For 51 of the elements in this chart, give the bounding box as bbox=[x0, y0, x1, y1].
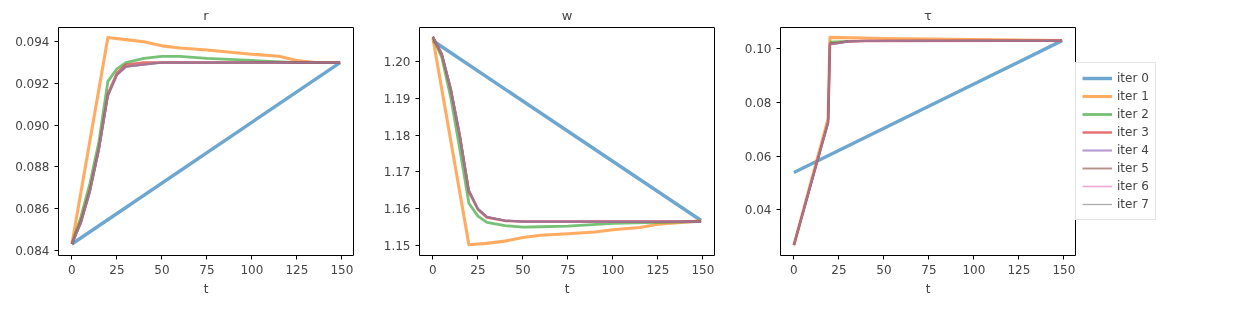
x-tick-label: 0 bbox=[429, 262, 437, 277]
chart-title: w bbox=[561, 7, 573, 23]
x-tick-label: 100 bbox=[601, 262, 625, 277]
legend-label: iter 3 bbox=[1117, 124, 1149, 141]
x-axis-title: t bbox=[203, 281, 209, 296]
legend-label: iter 0 bbox=[1117, 70, 1149, 87]
x-tick-label: 75 bbox=[921, 262, 937, 277]
x-tick-label: 125 bbox=[1007, 262, 1031, 277]
y-tick-label: 0.084 bbox=[15, 243, 50, 258]
y-tick-label: 0.090 bbox=[15, 118, 50, 133]
x-tick-label: 0 bbox=[790, 262, 798, 277]
y-tick-label: 0.08 bbox=[744, 96, 772, 111]
y-tick-label: 0.086 bbox=[15, 202, 50, 217]
x-tick-label: 100 bbox=[962, 262, 986, 277]
x-tick-label: 50 bbox=[154, 262, 170, 277]
legend-label: iter 6 bbox=[1117, 178, 1149, 195]
chart-title: τ bbox=[924, 7, 933, 23]
y-tick-label: 1.16 bbox=[383, 202, 411, 217]
x-tick-label: 150 bbox=[330, 262, 354, 277]
x-tick-label: 75 bbox=[560, 262, 576, 277]
x-tick-label: 50 bbox=[876, 262, 892, 277]
y-tick-label: 1.15 bbox=[383, 239, 411, 254]
y-tick-label: 0.092 bbox=[15, 76, 50, 91]
y-tick-label: 0.06 bbox=[744, 149, 772, 164]
legend-label: iter 5 bbox=[1117, 160, 1149, 177]
y-tick-label: 0.10 bbox=[744, 42, 772, 57]
x-axis-title: t bbox=[925, 281, 931, 296]
legend-label: iter 4 bbox=[1117, 142, 1149, 159]
y-tick-label: 0.04 bbox=[744, 203, 772, 218]
legend-label: iter 7 bbox=[1117, 196, 1149, 213]
x-tick-label: 150 bbox=[691, 262, 715, 277]
x-axis-title: t bbox=[564, 281, 570, 296]
y-tick-label: 1.20 bbox=[383, 54, 411, 69]
y-tick-label: 0.094 bbox=[15, 35, 50, 50]
x-tick-label: 150 bbox=[1052, 262, 1076, 277]
y-tick-label: 0.088 bbox=[15, 160, 50, 175]
y-tick-label: 1.18 bbox=[383, 128, 411, 143]
x-tick-label: 125 bbox=[285, 262, 309, 277]
legend-label: iter 2 bbox=[1117, 106, 1149, 123]
legend-label: iter 1 bbox=[1117, 88, 1149, 105]
x-tick-label: 100 bbox=[240, 262, 264, 277]
x-tick-label: 25 bbox=[109, 262, 125, 277]
x-tick-label: 125 bbox=[646, 262, 670, 277]
chart-title: r bbox=[203, 7, 210, 23]
x-tick-label: 50 bbox=[515, 262, 531, 277]
x-tick-label: 25 bbox=[470, 262, 486, 277]
x-tick-label: 25 bbox=[831, 262, 847, 277]
y-tick-label: 1.19 bbox=[383, 91, 411, 106]
x-tick-label: 0 bbox=[68, 262, 76, 277]
x-tick-label: 75 bbox=[199, 262, 215, 277]
y-tick-label: 1.17 bbox=[383, 165, 411, 180]
